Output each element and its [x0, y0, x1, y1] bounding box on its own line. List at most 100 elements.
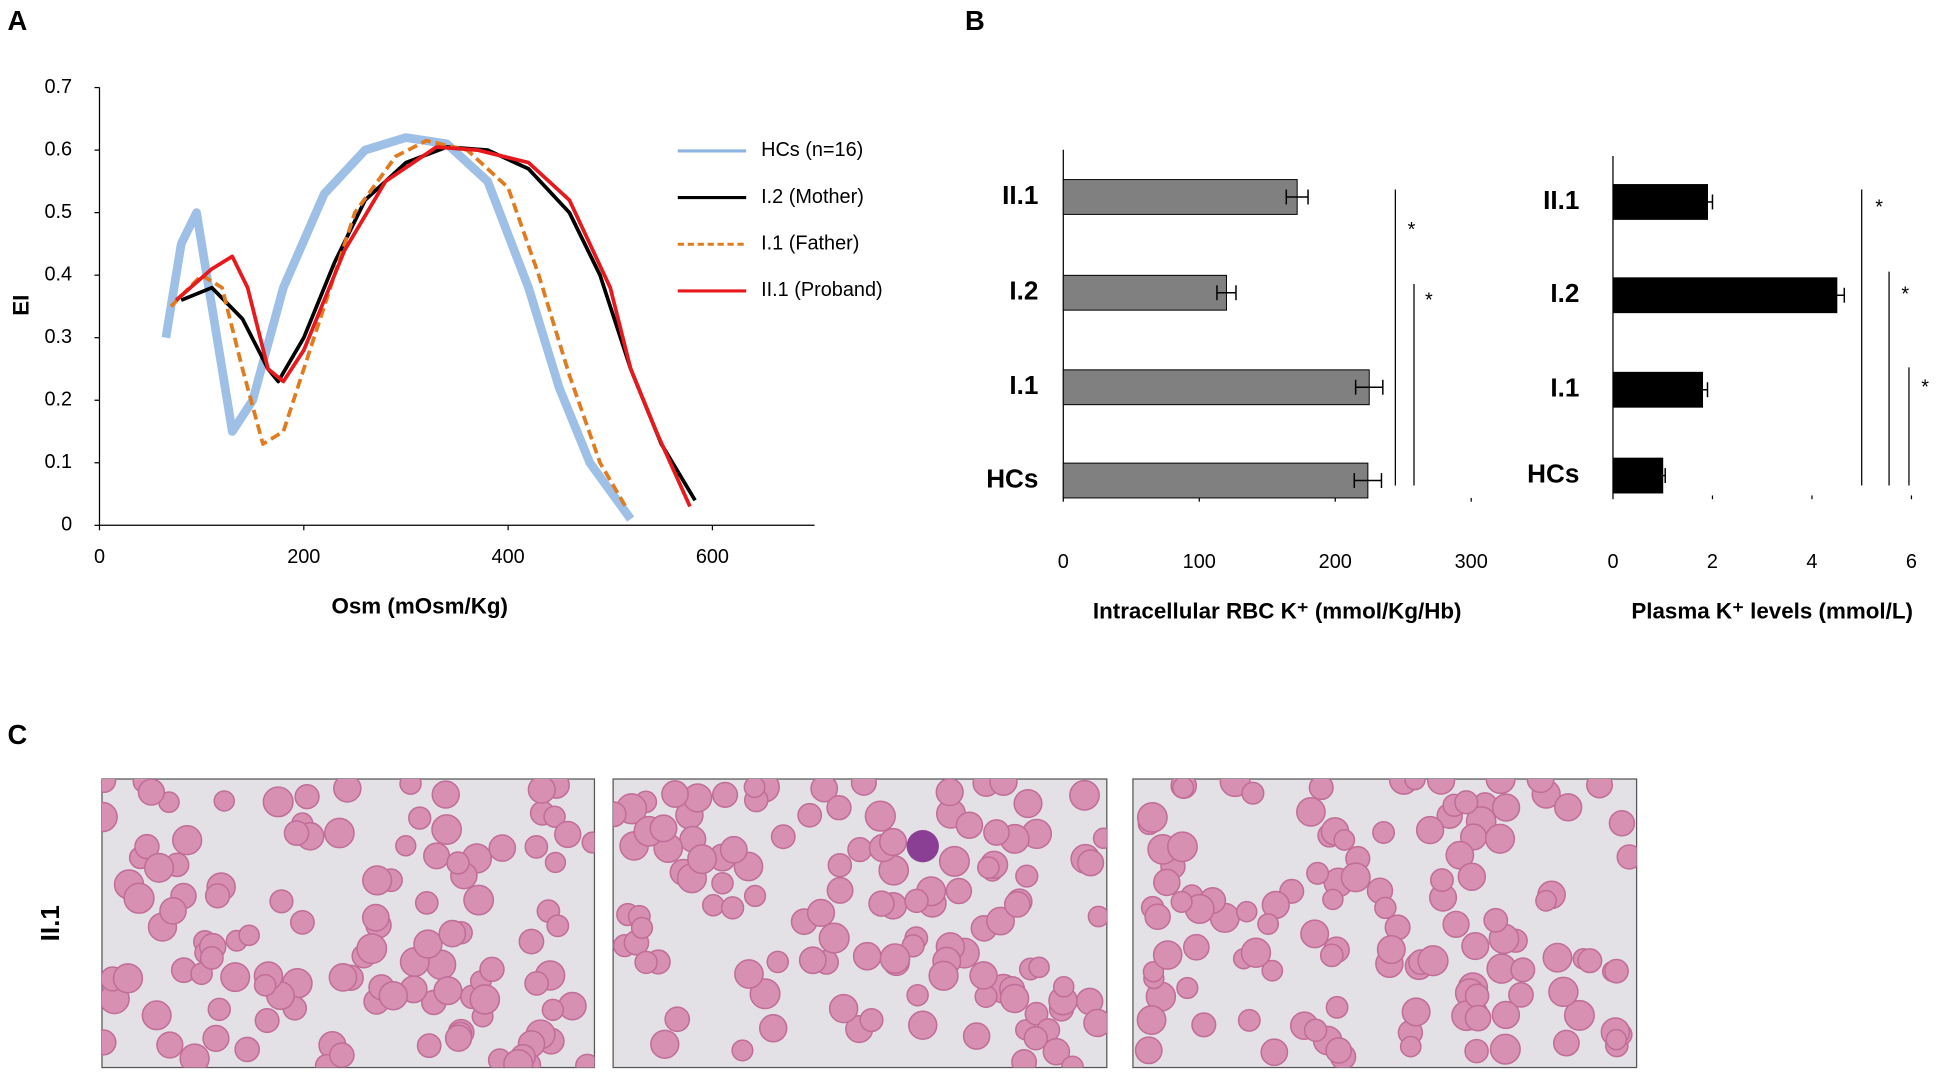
cell [986, 906, 1015, 936]
cell [879, 943, 911, 974]
cell [554, 820, 582, 849]
cell [438, 919, 467, 948]
cell [446, 851, 470, 875]
x-tick-label: 0 [94, 546, 105, 568]
cell [928, 960, 959, 991]
cell [938, 845, 970, 877]
x-tick-label: 4 [1806, 551, 1817, 573]
cell [1003, 891, 1031, 918]
cell [289, 909, 315, 935]
cell [1136, 802, 1168, 833]
cells [1134, 779, 1637, 1068]
cell [1484, 823, 1516, 854]
cell [864, 800, 896, 832]
cell [806, 898, 836, 928]
cell [687, 844, 718, 875]
cell [1172, 779, 1195, 799]
cell [541, 998, 565, 1022]
leukocyte [906, 829, 939, 863]
cell [1442, 910, 1470, 938]
x-tick-label: 0 [1058, 551, 1069, 573]
cell [1464, 1004, 1492, 1032]
legend-label: II.1 (Proband) [761, 279, 883, 301]
cell [1092, 827, 1107, 850]
cell [1240, 937, 1272, 968]
cell [935, 779, 964, 807]
x-axis-label: Intracellular RBC K⁺ (mmol/Kg/Hb) [1093, 598, 1462, 623]
cell [220, 962, 251, 993]
cell [1374, 896, 1397, 920]
cell [1485, 779, 1516, 795]
cell [1535, 889, 1557, 912]
cell [544, 851, 567, 874]
cell [749, 978, 781, 1010]
cell [1489, 1033, 1521, 1065]
cell [1586, 779, 1614, 799]
category-label: II.1 [1543, 185, 1579, 215]
cell [1464, 983, 1490, 1009]
micrographs [101, 778, 1638, 1069]
cell [1445, 840, 1475, 870]
cell [743, 884, 767, 908]
cell [1087, 905, 1107, 928]
cell [269, 889, 294, 914]
cell [1325, 995, 1349, 1019]
category-label: HCs [986, 463, 1038, 493]
x-tick-label: 0 [1607, 551, 1618, 573]
cell [798, 946, 827, 975]
cell [395, 835, 417, 857]
cell [1182, 933, 1210, 961]
cell [1376, 935, 1406, 965]
cell [408, 806, 432, 830]
cell [527, 779, 556, 804]
cell [1553, 793, 1583, 822]
x-tick-label: 100 [1183, 551, 1216, 573]
cell [1060, 1055, 1084, 1068]
error-bar [1828, 287, 1846, 303]
cell [463, 884, 495, 916]
y-tick-label: 0.1 [44, 451, 72, 473]
significance-label: * [1875, 196, 1883, 218]
x-tick-label: 200 [1319, 551, 1352, 573]
cell [479, 956, 505, 983]
cell [1069, 779, 1100, 811]
cell [1426, 779, 1456, 795]
cell [701, 893, 725, 917]
cell [1303, 1018, 1328, 1043]
cell [469, 984, 501, 1015]
cell [1319, 943, 1344, 968]
bar [1612, 371, 1704, 408]
legend-label: I.2 (Mother) [761, 186, 864, 208]
cell [983, 819, 1010, 846]
cell [179, 1043, 210, 1068]
category-label: I.1 [1550, 373, 1579, 403]
cell [818, 922, 850, 954]
cell [743, 779, 766, 799]
cell [431, 780, 460, 809]
cell [859, 1007, 884, 1033]
error-bar [1216, 285, 1237, 301]
cell [1464, 1038, 1489, 1064]
cell [362, 865, 393, 896]
cell [156, 1031, 184, 1059]
cell [850, 779, 877, 796]
cell [630, 916, 654, 939]
cell [1399, 1035, 1422, 1058]
cell [1153, 868, 1181, 897]
cell [1616, 844, 1637, 870]
cell [1237, 1008, 1261, 1032]
cell [1300, 919, 1330, 949]
cell [433, 976, 463, 1006]
cell [1604, 958, 1629, 984]
cell [1553, 1029, 1580, 1057]
bar [1062, 274, 1227, 311]
cell [283, 820, 310, 846]
cell [1608, 810, 1636, 837]
cell [827, 852, 853, 878]
error-bar [1659, 468, 1666, 484]
cell [1077, 849, 1105, 877]
error-bar [1696, 382, 1709, 398]
legend-label: HCs (n=16) [761, 139, 863, 161]
category-label: HCs [1527, 458, 1579, 488]
cell [1261, 959, 1284, 982]
